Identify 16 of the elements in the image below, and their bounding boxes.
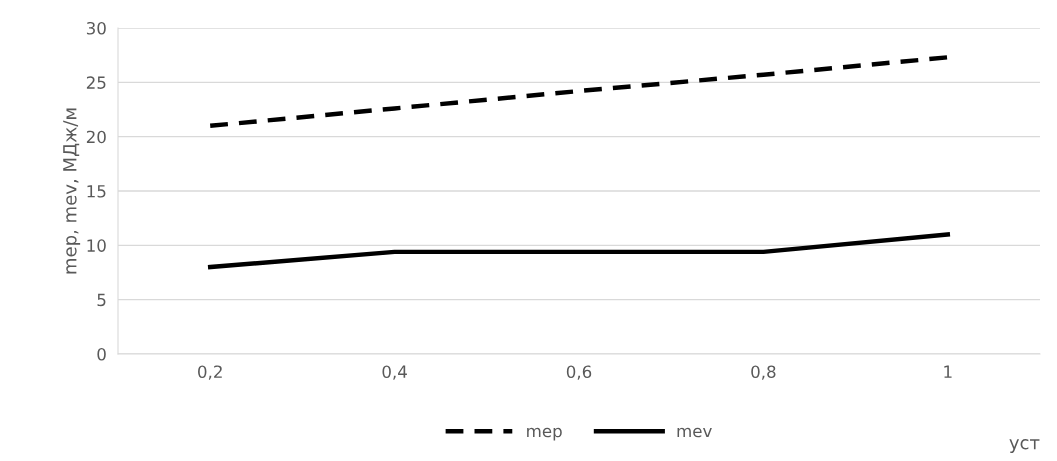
legend-label: mep: [527, 427, 562, 441]
y-axis-title: mep, mev, МДж/м: [63, 108, 81, 274]
y-tick-label: 5: [97, 293, 106, 307]
x-tick-label: 0,4: [382, 365, 407, 380]
x-tick-label: 1: [944, 365, 952, 378]
y-tick-label: 30: [86, 21, 106, 35]
x-tick-label: 0,2: [198, 365, 222, 380]
x-tick-label: 0,8: [751, 365, 776, 380]
legend-label: mev: [677, 427, 712, 438]
x-tick-label: 0,6: [566, 365, 592, 380]
y-tick-label: 15: [87, 185, 106, 198]
y-tick-label: 20: [86, 130, 106, 144]
y-tick-label: 25: [86, 76, 106, 89]
y-tick-label: 0: [97, 347, 106, 361]
x-axis-title: уст: [1009, 439, 1040, 453]
y-tick-label: 10: [87, 239, 106, 252]
